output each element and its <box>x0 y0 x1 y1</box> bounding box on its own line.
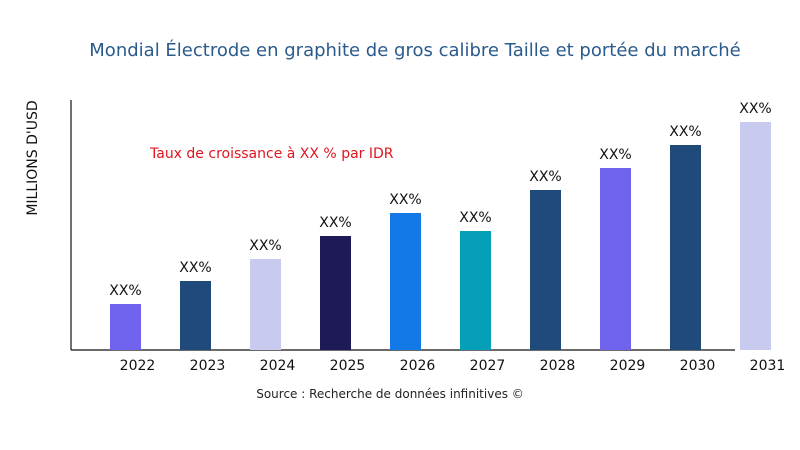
x-tick-label-2024: 2024 <box>260 358 296 374</box>
bar-2026 <box>390 213 421 350</box>
bar-2023 <box>180 281 211 350</box>
x-tick-label-2030: 2030 <box>680 358 716 374</box>
bar-2031 <box>740 122 771 350</box>
x-tick-label-2022: 2022 <box>120 358 156 374</box>
chart-title: Mondial Électrode en graphite de gros ca… <box>89 40 741 61</box>
data-label-2024: XX% <box>249 238 281 254</box>
x-tick-label-2027: 2027 <box>470 358 506 374</box>
bar-2022 <box>110 304 141 350</box>
bar-2028 <box>530 190 561 350</box>
data-label-2022: XX% <box>109 283 141 299</box>
bar-2030 <box>670 145 701 350</box>
growth-annotation: Taux de croissance à XX % par IDR <box>150 146 394 162</box>
x-tick-label-2025: 2025 <box>330 358 366 374</box>
bar-2027 <box>460 231 491 350</box>
bar-2025 <box>320 236 351 350</box>
x-tick-label-2029: 2029 <box>610 358 646 374</box>
x-tick-label-2031: 2031 <box>750 358 786 374</box>
x-tick-label-2023: 2023 <box>190 358 226 374</box>
data-label-2030: XX% <box>669 124 701 140</box>
data-label-2025: XX% <box>319 215 351 231</box>
data-label-2028: XX% <box>529 169 561 185</box>
data-label-2027: XX% <box>459 210 491 226</box>
bar-2029 <box>600 168 631 350</box>
source-note: Source : Recherche de données infinitive… <box>256 387 524 401</box>
bar-2024 <box>250 259 281 350</box>
data-label-2029: XX% <box>599 147 631 163</box>
x-tick-label-2028: 2028 <box>540 358 576 374</box>
data-label-2031: XX% <box>739 101 771 117</box>
data-label-2023: XX% <box>179 260 211 276</box>
data-label-2026: XX% <box>389 192 421 208</box>
x-tick-label-2026: 2026 <box>400 358 436 374</box>
